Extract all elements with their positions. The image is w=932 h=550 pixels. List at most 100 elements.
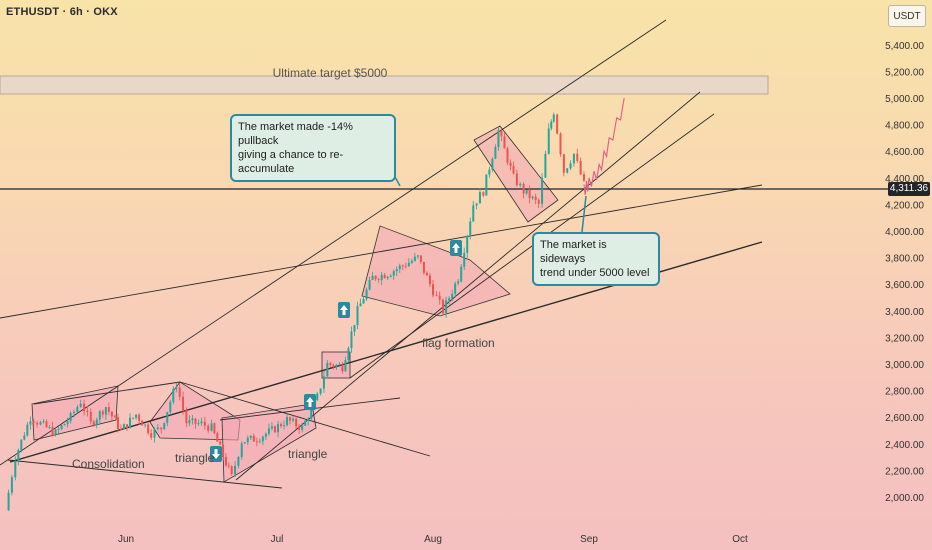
candle-body bbox=[54, 429, 57, 436]
x-tick-label: Jun bbox=[118, 534, 134, 545]
candle-body bbox=[249, 435, 252, 438]
candle-body bbox=[298, 426, 301, 430]
y-tick-label: 5,200.00 bbox=[885, 67, 924, 78]
candle-body bbox=[519, 183, 522, 186]
candle-body bbox=[534, 196, 537, 200]
candle-body bbox=[478, 192, 481, 204]
candle-body bbox=[98, 411, 101, 420]
currency-badge[interactable]: USDT bbox=[888, 5, 926, 27]
y-tick-label: 2,800.00 bbox=[885, 387, 924, 398]
candle-body bbox=[237, 456, 240, 466]
candle-body bbox=[92, 421, 95, 425]
candle-body bbox=[413, 256, 416, 261]
candle-body bbox=[194, 418, 197, 424]
callout-line: giving a chance to re-accumulate bbox=[238, 149, 344, 175]
candle-body bbox=[374, 275, 377, 280]
candle-body bbox=[383, 274, 386, 279]
candle-body bbox=[319, 388, 322, 394]
candle-body bbox=[219, 441, 222, 445]
candle-body bbox=[365, 289, 368, 300]
candle-body bbox=[216, 433, 219, 442]
candle-body bbox=[119, 428, 122, 430]
candle-body bbox=[353, 325, 356, 332]
candle-body bbox=[150, 433, 153, 438]
candle-body bbox=[267, 428, 270, 434]
candle-body bbox=[113, 416, 116, 418]
candle-body bbox=[283, 425, 286, 427]
candle-body bbox=[457, 281, 460, 284]
y-tick-label: 4,600.00 bbox=[885, 147, 924, 158]
candle-body bbox=[472, 205, 475, 222]
candle-body bbox=[175, 387, 178, 389]
candle-body bbox=[17, 449, 20, 462]
y-tick-label: 2,000.00 bbox=[885, 493, 924, 504]
candle-body bbox=[160, 427, 163, 430]
candle-body bbox=[76, 407, 79, 412]
triangle-label-1: triangle bbox=[175, 451, 215, 465]
candle-body bbox=[582, 174, 585, 181]
candle-body bbox=[48, 426, 51, 428]
candle-body bbox=[51, 426, 54, 436]
candle-body bbox=[469, 221, 472, 237]
candle-body bbox=[344, 360, 347, 372]
candle-body bbox=[72, 411, 75, 413]
candle-body bbox=[316, 393, 319, 400]
candle-body bbox=[153, 429, 156, 438]
candle-body bbox=[289, 417, 292, 421]
candle-body bbox=[301, 425, 304, 430]
y-tick-label: 4,400.00 bbox=[885, 174, 924, 185]
candle-body bbox=[20, 439, 23, 450]
candle-body bbox=[377, 279, 380, 281]
candle-body bbox=[350, 331, 353, 349]
symbol-title: ETHUSDT · 6h · OKX bbox=[6, 6, 118, 18]
pullback-callout: The market made -14% pullback giving a c… bbox=[230, 114, 396, 182]
candle-body bbox=[286, 417, 289, 426]
candle-body bbox=[485, 174, 488, 196]
candle-body bbox=[144, 424, 147, 426]
arrow-up-icon bbox=[338, 302, 350, 318]
x-tick-label: Oct bbox=[732, 534, 748, 545]
candle-body bbox=[392, 271, 395, 276]
candle-body bbox=[83, 403, 86, 411]
candle-body bbox=[26, 424, 29, 436]
flag-shape bbox=[361, 225, 511, 317]
candle-body bbox=[401, 265, 404, 267]
candle-body bbox=[562, 154, 565, 173]
candle-body bbox=[210, 423, 213, 431]
candle-body bbox=[432, 284, 434, 296]
candle-body bbox=[442, 299, 445, 314]
candle-body bbox=[445, 300, 448, 314]
candle-body bbox=[503, 136, 506, 149]
candle-body bbox=[185, 410, 188, 424]
candle-body bbox=[422, 261, 425, 273]
candle-body bbox=[419, 255, 422, 262]
callout-line: The market made -14% pullback bbox=[238, 121, 353, 147]
y-tick-label: 2,200.00 bbox=[885, 466, 924, 477]
candle-body bbox=[475, 203, 478, 206]
candle-body bbox=[132, 417, 135, 419]
candle-body bbox=[347, 348, 350, 361]
candle-body bbox=[497, 130, 500, 148]
candle-body bbox=[407, 262, 410, 267]
candle-body bbox=[182, 396, 185, 411]
candle-body bbox=[356, 306, 359, 326]
candle-body bbox=[227, 465, 230, 467]
candle-body bbox=[32, 421, 35, 423]
candle-body bbox=[10, 477, 13, 493]
y-tick-label: 3,400.00 bbox=[885, 307, 924, 318]
candle-body bbox=[14, 461, 17, 478]
arrow-up-icon bbox=[450, 240, 462, 256]
candle-body bbox=[197, 423, 200, 424]
consolidation-label: Consolidation bbox=[72, 457, 145, 471]
candle-body bbox=[395, 269, 398, 272]
candle-body bbox=[550, 121, 553, 129]
y-tick-label: 3,600.00 bbox=[885, 280, 924, 291]
support-line-1 bbox=[7, 459, 283, 489]
candle-body bbox=[304, 420, 307, 426]
candle-body bbox=[500, 130, 503, 137]
candle-body bbox=[466, 236, 469, 253]
candle-body bbox=[29, 421, 32, 425]
candle-body bbox=[482, 192, 485, 196]
candle-body bbox=[544, 153, 547, 178]
